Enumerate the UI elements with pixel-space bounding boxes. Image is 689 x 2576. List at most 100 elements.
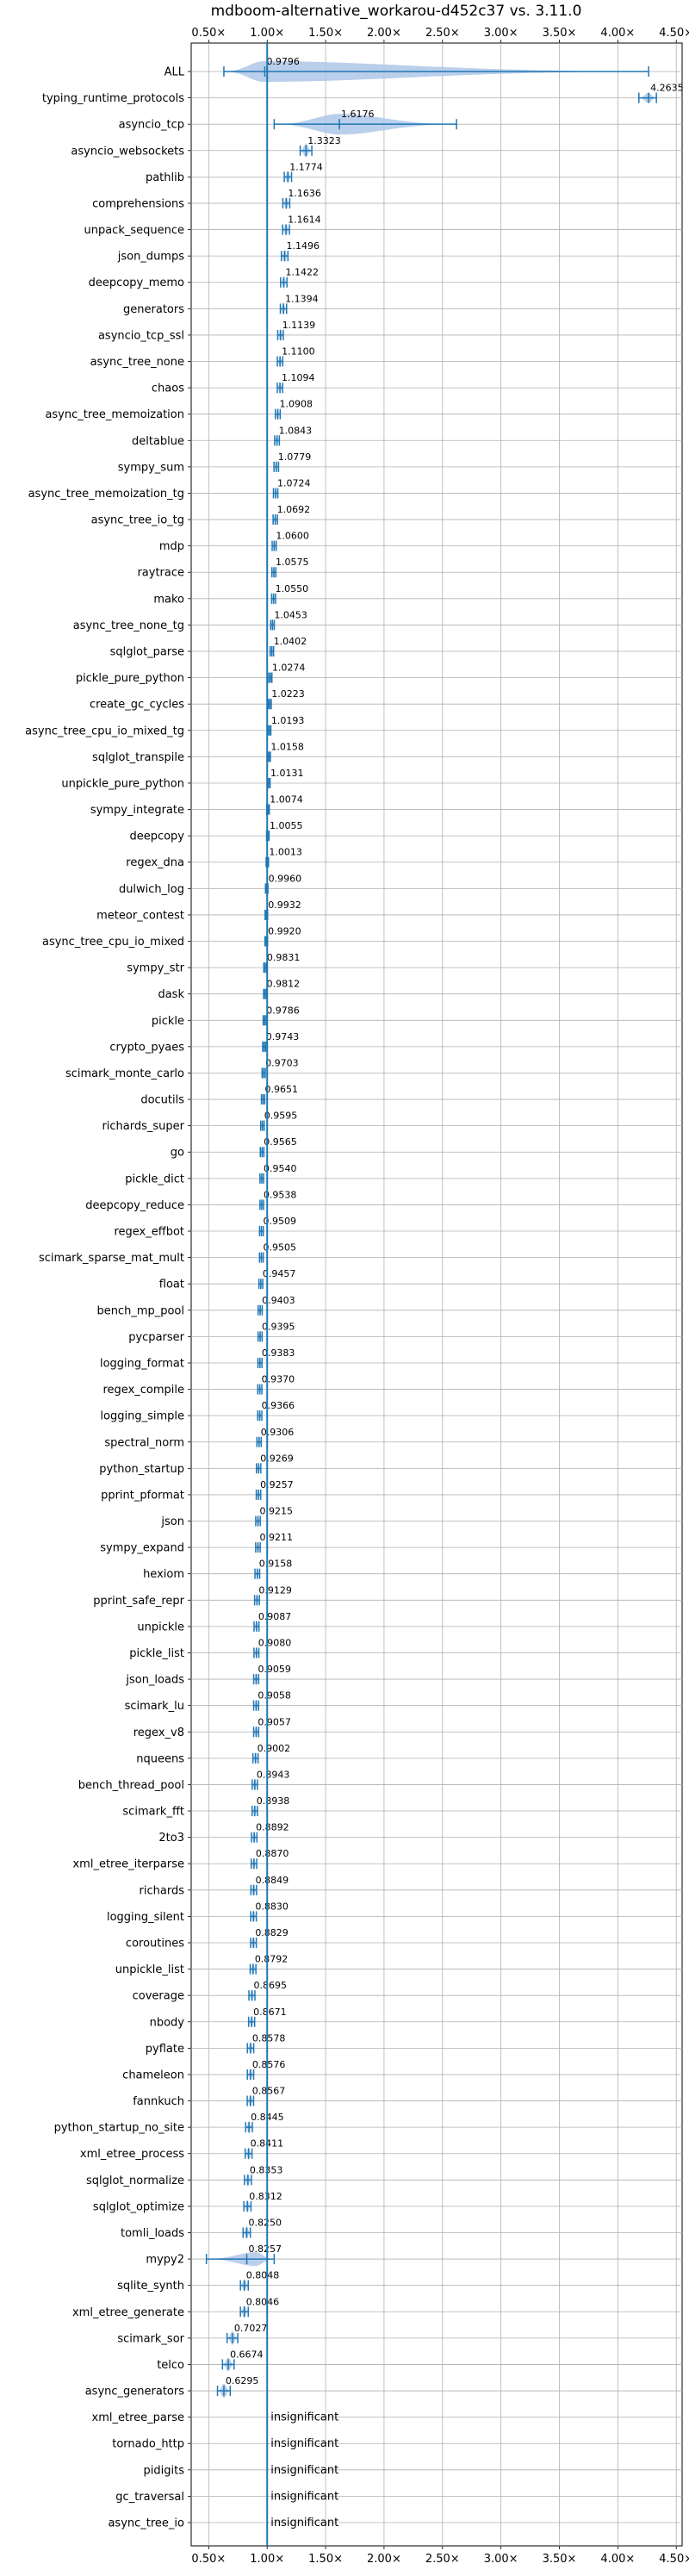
benchmark-label: logging_format	[100, 1357, 184, 1370]
chart-title: mdboom-alternative_workarou-d452c37 vs. …	[211, 3, 582, 20]
value-label: 0.9932	[268, 899, 301, 911]
value-label: 0.9002	[258, 1743, 291, 1754]
value-label: 0.8792	[255, 1954, 289, 1965]
insignificant-label: insignificant	[270, 2411, 338, 2424]
value-label: 0.8938	[257, 1795, 290, 1807]
value-label: 0.8048	[246, 2270, 280, 2281]
benchmark-label: mdp	[159, 540, 184, 553]
value-label: 0.9457	[263, 1268, 296, 1279]
value-label: 0.9087	[258, 1611, 292, 1622]
benchmark-label: scimark_lu	[125, 1700, 184, 1713]
benchmark-label: pickle_list	[129, 1647, 184, 1660]
benchmark-label: telco	[157, 2359, 184, 2372]
benchmark-label: unpickle_pure_python	[61, 777, 184, 790]
benchmark-label: asyncio_websockets	[71, 145, 184, 158]
benchmark-label: regex_compile	[102, 1384, 184, 1397]
value-label: 0.9565	[264, 1136, 297, 1148]
value-label: 1.0074	[270, 794, 303, 806]
grid-layer	[191, 43, 682, 2546]
value-label: 0.8312	[249, 2191, 282, 2202]
value-label: 0.9211	[260, 1532, 294, 1543]
value-label: 0.8250	[248, 2217, 282, 2228]
value-label: 1.0131	[270, 768, 304, 779]
value-label: 0.8671	[253, 2007, 287, 2018]
x-tick-label-bottom: 4.50×	[659, 2553, 689, 2566]
benchmark-label: python_startup_no_site	[54, 2122, 184, 2135]
benchmark-label: sympy_integrate	[90, 804, 184, 817]
value-label: 1.1100	[282, 346, 315, 358]
value-label: 0.9059	[258, 1664, 291, 1675]
x-tick-label-bottom: 3.00×	[484, 2553, 518, 2566]
value-label: 4.2635	[650, 83, 684, 94]
benchmark-label: sqlglot_parse	[110, 646, 184, 659]
x-tick-label-bottom: 1.00×	[250, 2553, 284, 2566]
benchmark-label: unpickle	[137, 1621, 184, 1633]
benchmark-label: pickle	[152, 1015, 184, 1028]
x-tick-label-top: 3.00×	[484, 27, 518, 40]
value-label: 1.0193	[271, 715, 305, 726]
x-tick-label-top: 3.50×	[543, 27, 577, 40]
benchmark-label: dask	[158, 988, 184, 1001]
value-label: 1.0724	[277, 477, 311, 488]
value-label: 1.6176	[341, 109, 375, 120]
benchmark-label: xml_etree_process	[80, 2148, 184, 2161]
benchmark-label: create_gc_cycles	[90, 699, 184, 712]
benchmark-label: nbody	[150, 2016, 185, 2029]
value-label: 0.8695	[254, 1980, 288, 1991]
benchmark-label: bench_mp_pool	[96, 1304, 184, 1317]
benchmark-label: pycparser	[128, 1331, 184, 1344]
benchmark-label: meteor_contest	[96, 909, 184, 922]
value-label: 0.9215	[260, 1506, 294, 1517]
benchmark-label: nqueens	[136, 1752, 184, 1765]
axis-layer: 0.50× 0.50× 1.00× 1.00× 1.50× 1.50× 2.00× 2.00×…	[25, 27, 689, 2566]
insignificant-label: insignificant	[270, 2517, 338, 2529]
benchmark-label: pidigits	[144, 2464, 185, 2477]
benchmark-label: coroutines	[126, 1937, 184, 1950]
x-tick-label-bottom: 1.50×	[308, 2553, 343, 2566]
value-label: 1.3323	[307, 135, 341, 146]
benchmark-label: async_tree_io	[108, 2517, 184, 2530]
benchmark-label: generators	[123, 303, 184, 316]
benchmark-label: xml_etree_iterparse	[72, 1858, 184, 1871]
value-label: 0.8046	[246, 2296, 280, 2307]
value-label: 0.8829	[255, 1927, 289, 1938]
benchmark-label: pprint_pformat	[101, 1489, 184, 1502]
benchmark-label: crypto_pyaes	[109, 1041, 184, 1054]
value-label: 0.8830	[255, 1901, 289, 1912]
value-label: 0.6295	[226, 2375, 259, 2386]
value-label: 0.6674	[230, 2349, 264, 2360]
value-label: 0.9509	[264, 1216, 297, 1227]
benchmark-label: sympy_expand	[100, 1542, 184, 1555]
x-tick-label-top: 1.00×	[250, 27, 284, 40]
benchmark-label: async_tree_io_tg	[91, 514, 184, 527]
value-label: 1.1139	[282, 320, 316, 331]
value-label: 0.8578	[252, 2032, 286, 2044]
benchmark-label: hexiom	[143, 1568, 184, 1581]
benchmark-label: bench_thread_pool	[78, 1779, 184, 1792]
value-label: 0.8567	[252, 2086, 286, 2097]
benchmark-label: json_loads	[125, 1674, 184, 1687]
value-label: 1.0223	[271, 688, 305, 700]
benchmark-label: scimark_fft	[122, 1806, 184, 1819]
value-label: 1.0575	[276, 557, 309, 568]
benchmark-label: logging_silent	[107, 1911, 184, 1924]
value-label: 1.1422	[286, 267, 320, 278]
value-label: 0.9366	[262, 1400, 295, 1411]
benchmark-label: chaos	[152, 383, 184, 395]
benchmark-label: float	[159, 1279, 184, 1291]
value-label: 1.0158	[270, 741, 304, 752]
benchmark-label: pickle_dict	[125, 1173, 184, 1185]
x-tick-label-bottom: 2.50×	[425, 2553, 460, 2566]
value-label: 0.9058	[258, 1690, 291, 1702]
value-label: 0.9395	[262, 1321, 295, 1332]
value-label: 0.9703	[265, 1057, 299, 1068]
benchmark-label: async_tree_memoization	[45, 408, 184, 421]
value-label: 0.9960	[269, 873, 302, 884]
value-label: 1.0550	[276, 583, 309, 594]
value-label: 0.9257	[260, 1479, 294, 1490]
value-label: 0.9796	[266, 56, 300, 67]
value-label: 0.9786	[266, 1005, 300, 1016]
value-label: 1.1774	[289, 161, 323, 172]
value-label: 0.7027	[234, 2323, 268, 2334]
value-label: 0.9403	[262, 1295, 295, 1306]
